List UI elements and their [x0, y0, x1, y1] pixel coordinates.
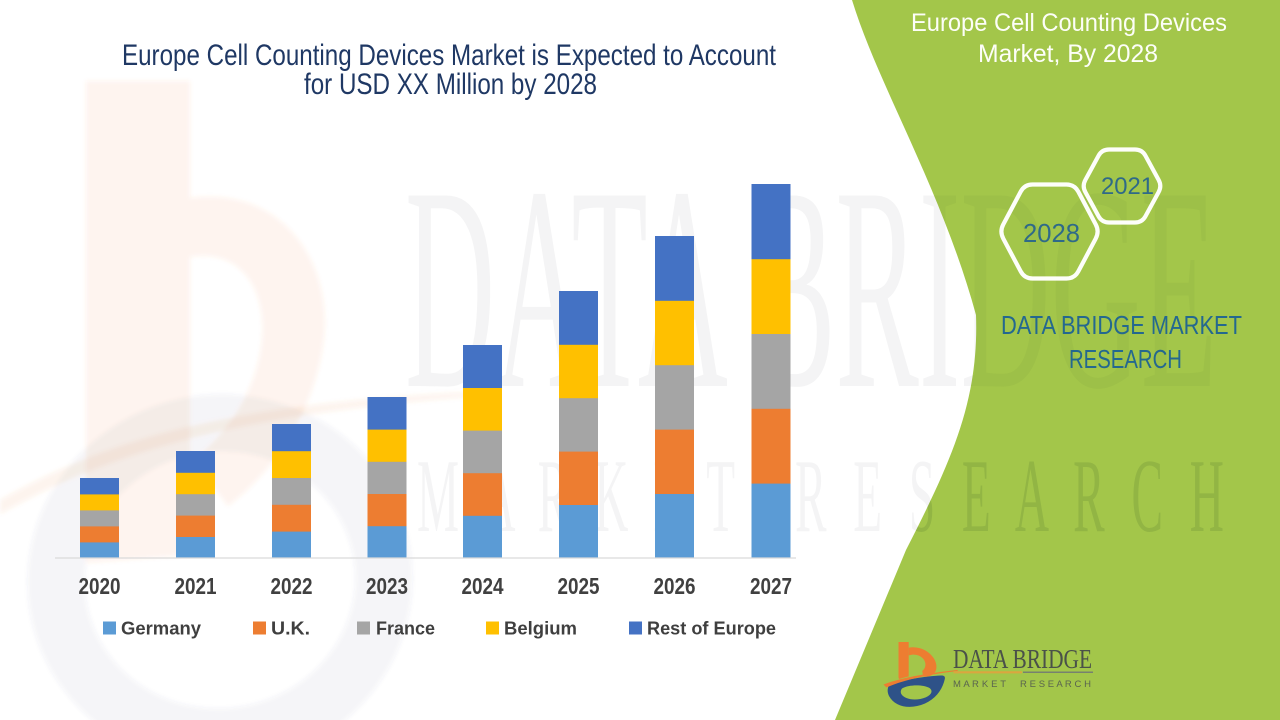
svg-text:2028: 2028: [1023, 218, 1080, 248]
svg-text:2024: 2024: [462, 573, 504, 599]
svg-text:U.K.: U.K.: [271, 619, 310, 639]
svg-text:RESEARCH: RESEARCH: [1069, 344, 1182, 374]
svg-text:2023: 2023: [366, 573, 408, 599]
svg-text:for USD XX Million by 2028: for USD XX Million by 2028: [304, 68, 597, 101]
svg-text:2021: 2021: [1101, 173, 1154, 200]
svg-text:DATA BRIDGE MARKET: DATA BRIDGE MARKET: [1001, 310, 1242, 340]
svg-text:Rest of Europe: Rest of Europe: [647, 619, 776, 639]
svg-text:Market, By 2028: Market, By 2028: [978, 40, 1158, 68]
svg-text:DATA BRIDGE: DATA BRIDGE: [953, 644, 1092, 674]
svg-text:2026: 2026: [654, 573, 696, 599]
svg-text:R E S E A R C H: R E S E A R C H: [1020, 679, 1091, 690]
svg-text:Germany: Germany: [121, 619, 201, 639]
svg-text:2021: 2021: [175, 573, 217, 599]
svg-text:Europe Cell Counting Devices: Europe Cell Counting Devices: [911, 9, 1227, 37]
svg-text:France: France: [376, 619, 435, 639]
svg-text:2025: 2025: [558, 573, 600, 599]
svg-text:2020: 2020: [79, 573, 121, 599]
svg-text:2022: 2022: [271, 573, 313, 599]
svg-text:Belgium: Belgium: [504, 619, 577, 639]
svg-text:M A R K E T: M A R K E T: [953, 679, 1006, 690]
svg-text:Europe Cell Counting Devices M: Europe Cell Counting Devices Market is E…: [122, 39, 777, 72]
svg-text:2027: 2027: [750, 573, 792, 599]
